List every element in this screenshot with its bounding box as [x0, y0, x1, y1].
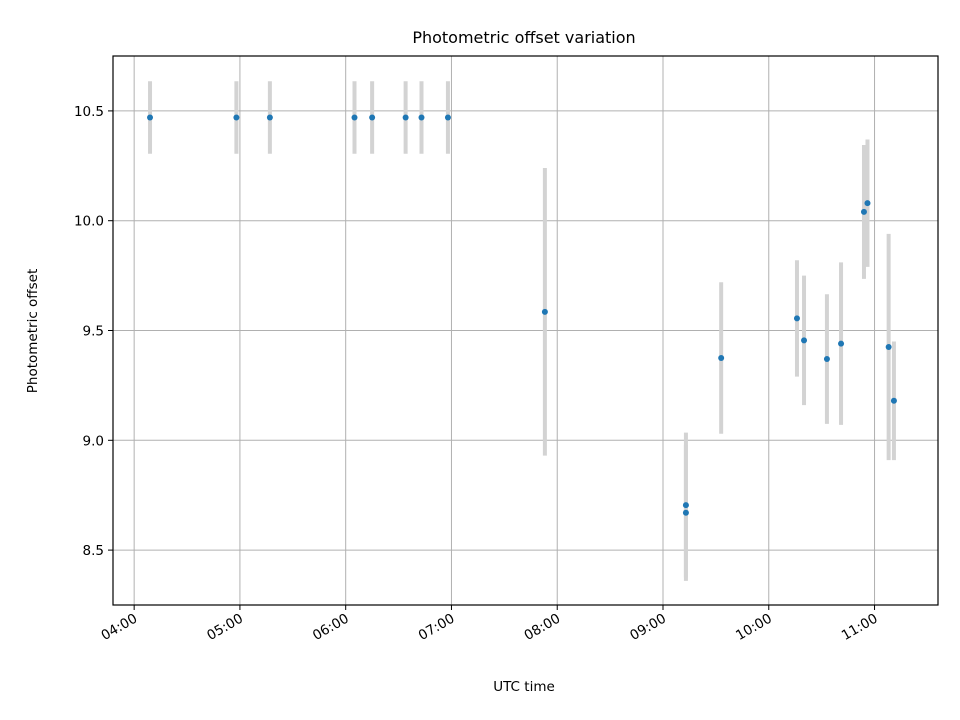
- y-tick-label: 10.0: [74, 214, 104, 230]
- x-axis-ticks: 04:00 05:00 06:00 07:00 08:00 09:00 10:00 11:00: [98, 605, 881, 644]
- x-tick-label: 06:00: [310, 611, 352, 644]
- data-point: [801, 337, 808, 344]
- data-point: [864, 200, 871, 207]
- data-point: [793, 315, 800, 322]
- x-tick-label: 08:00: [522, 611, 564, 644]
- x-tick-label: 11:00: [839, 611, 881, 644]
- data-point: [885, 343, 892, 350]
- y-tick-label: 10.5: [74, 104, 104, 120]
- y-tick-label: 8.5: [83, 543, 104, 559]
- y-tick-label: 9.0: [83, 433, 104, 449]
- x-tick-label: 10:00: [733, 611, 775, 644]
- data-point: [351, 114, 358, 121]
- x-axis-label: UTC time: [493, 679, 555, 695]
- x-tick-label: 04:00: [98, 611, 140, 644]
- data-point: [402, 114, 409, 121]
- chart-title: Photometric offset variation: [412, 28, 635, 47]
- data-point: [233, 114, 240, 121]
- data-point: [682, 502, 689, 509]
- data-point: [444, 114, 451, 121]
- data-point: [823, 356, 830, 363]
- x-tick-label: 09:00: [627, 611, 669, 644]
- data-point: [718, 354, 725, 361]
- data-point: [147, 114, 154, 121]
- y-axis-label: Photometric offset: [25, 269, 41, 393]
- data-point: [890, 397, 897, 404]
- data-point: [860, 208, 867, 215]
- x-tick-label: 07:00: [416, 611, 458, 644]
- x-tick-label: 05:00: [204, 611, 246, 644]
- error-bars: [148, 81, 896, 581]
- data-point: [838, 340, 845, 347]
- data-point: [369, 114, 376, 121]
- data-point: [418, 114, 425, 121]
- y-gridlines: [113, 110, 938, 551]
- data-point: [266, 114, 273, 121]
- y-tick-label: 9.5: [83, 324, 104, 340]
- y-axis-ticks: 8.5 9.0 9.5 10.0 10.5: [74, 104, 113, 559]
- data-point: [541, 308, 548, 315]
- data-point: [682, 509, 689, 516]
- data-points: [147, 114, 897, 516]
